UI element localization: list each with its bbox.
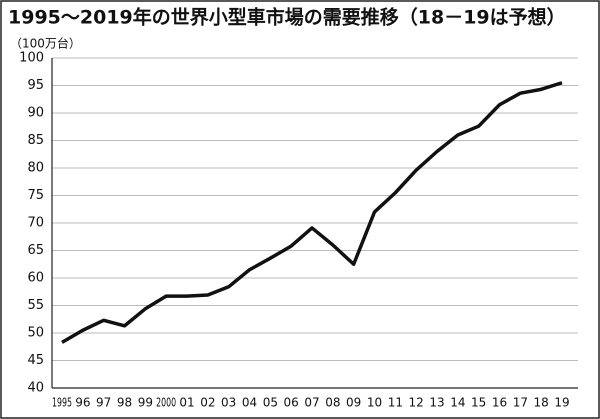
- x-tick-label: 06: [284, 396, 299, 410]
- x-tick-label: 08: [325, 396, 340, 410]
- x-tick-label: 14: [450, 396, 465, 410]
- x-tick-label: 2000: [156, 396, 176, 410]
- y-tick-label: 50: [27, 326, 44, 341]
- x-tick-label: 11: [388, 396, 403, 410]
- x-tick-label: 04: [242, 396, 257, 410]
- x-tick-label: 19: [554, 396, 569, 410]
- y-tick-label: 95: [27, 78, 44, 93]
- x-tick-label: 07: [304, 396, 319, 410]
- x-tick-label: 96: [75, 396, 90, 410]
- y-tick-label: 75: [27, 188, 44, 203]
- x-tick-label: 1995: [52, 396, 72, 410]
- y-tick-label: 60: [27, 271, 44, 286]
- y-tick-label: 40: [27, 381, 44, 396]
- y-tick-label: 55: [27, 298, 44, 313]
- x-tick-label: 17: [513, 396, 528, 410]
- x-tick-label: 09: [346, 396, 361, 410]
- data-line: [61, 81, 563, 344]
- x-tick-label: 16: [492, 396, 507, 410]
- y-tick-label: 80: [27, 161, 44, 176]
- x-tick-label: 01: [179, 396, 194, 410]
- x-tick-label: 02: [200, 396, 215, 410]
- y-tick-label: 45: [27, 353, 44, 368]
- y-tick-label: 65: [27, 243, 44, 258]
- y-tick-label: 85: [27, 133, 44, 148]
- x-tick-label: 05: [263, 396, 278, 410]
- chart-title: 1995～2019年の世界小型車市場の需要推移（18－19は予想）: [8, 6, 566, 29]
- x-tick-label: 18: [534, 396, 549, 410]
- y-tick-label: 90: [27, 106, 44, 121]
- x-tick-label: 98: [117, 396, 132, 410]
- x-tick-label: 12: [409, 396, 424, 410]
- x-tick-label: 13: [429, 396, 444, 410]
- unit-label: （100万台）: [10, 36, 81, 51]
- y-tick-label: 70: [27, 216, 44, 231]
- x-tick-label: 15: [471, 396, 486, 410]
- x-tick-label: 97: [96, 396, 111, 410]
- x-tick-label: 10: [367, 396, 382, 410]
- x-tick-label: 99: [138, 396, 153, 410]
- y-tick-label: 100: [19, 51, 44, 66]
- x-tick-label: 03: [221, 396, 236, 410]
